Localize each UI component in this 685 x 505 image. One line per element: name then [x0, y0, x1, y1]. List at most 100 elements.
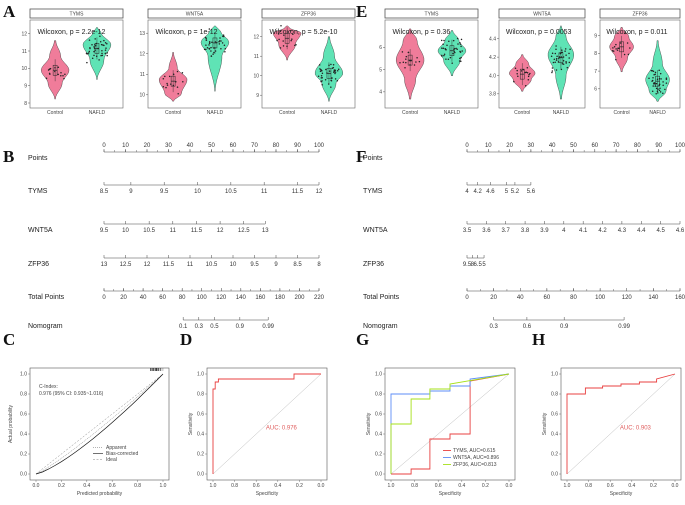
violin-strip [29, 8, 124, 19]
data-point [208, 28, 211, 30]
roc-ytick-label: 0.0 [197, 472, 204, 478]
roc-legend-label: TYMS, AUC=0.615 [453, 448, 496, 454]
data-point [289, 30, 292, 32]
data-point [405, 55, 408, 58]
panel-label-c: C [3, 330, 15, 349]
nomogram-tick-label: 10.5 [143, 228, 155, 234]
nomogram-tick-label: 0.6 [523, 324, 532, 330]
nomogram-row-label: Nomogram [28, 323, 63, 330]
data-point [558, 57, 560, 60]
calib-ytick-label: 0.4 [20, 432, 27, 438]
violin-ytick-label: 13 [139, 31, 145, 37]
roc-xtick-label: 0.4 [628, 483, 635, 489]
data-point [413, 64, 416, 66]
data-point [205, 44, 207, 46]
nomogram-tick-label: 140 [236, 295, 247, 301]
nomogram-tick-label: 70 [251, 143, 258, 149]
violin-strip [599, 8, 681, 19]
violin-nafld [200, 25, 230, 92]
nomogram-tick-label: 100 [197, 295, 208, 301]
data-point [330, 86, 332, 88]
data-point [459, 57, 461, 60]
nomogram-tick-label: 3.6 [482, 228, 491, 234]
roc-xtick-label: 0.2 [482, 483, 489, 489]
data-point [99, 41, 102, 43]
roc-ytick-label: 1.0 [375, 372, 382, 378]
nomogram-tick-label: 5 [482, 262, 486, 268]
violin-title: TYMS [70, 12, 85, 18]
violin-stat: Wilcoxon, p = 5.2e-10 [269, 29, 337, 36]
data-point [404, 66, 406, 69]
roc-ytick-label: 0.8 [197, 392, 204, 398]
data-point [104, 49, 107, 51]
nomogram-tick-label: 13 [262, 228, 269, 234]
nomogram-tick-label: 100 [314, 143, 325, 149]
data-point [651, 80, 653, 82]
violin-title: ZFP36 [632, 12, 647, 18]
data-point [452, 52, 454, 55]
violin-ytick-label: 9 [256, 93, 259, 99]
nomogram-tick-label: 9 [274, 262, 278, 268]
data-point [165, 86, 167, 89]
data-point [282, 45, 285, 47]
data-point [623, 53, 626, 56]
data-point [319, 68, 321, 70]
nomogram-tick-label: 12 [316, 189, 323, 195]
data-point [208, 44, 210, 46]
nomogram-tick-label: 80 [570, 295, 577, 301]
data-point [652, 82, 655, 85]
data-point [333, 71, 335, 74]
data-point [175, 80, 177, 83]
data-point [410, 59, 412, 62]
data-point [317, 75, 320, 77]
nomogram-tick-label: 40 [549, 143, 556, 149]
data-point [460, 60, 462, 63]
data-point [213, 47, 215, 49]
nomogram-tick-label: 120 [216, 295, 227, 301]
nomogram-tick-label: 0.1 [179, 324, 188, 330]
calib-legend-label: Apparent [106, 445, 127, 451]
nomogram-tick-label: 9.5 [463, 262, 472, 268]
nomogram-row-label: Points [363, 155, 383, 162]
nomogram-tick-label: 30 [528, 143, 535, 149]
roc-xlabel: Specificity [256, 491, 279, 497]
data-point [95, 42, 98, 45]
data-point [106, 52, 108, 54]
data-point [206, 47, 209, 49]
violin-title: ZFP36 [301, 12, 316, 18]
calib-xlabel: Predicted probability [77, 491, 123, 497]
roc-auc-label: AUC: 0.976 [266, 426, 298, 432]
data-point [318, 64, 321, 66]
roc-ytick-label: 0.0 [375, 472, 382, 478]
roc-xlabel: Specificity [610, 491, 633, 497]
data-point [321, 83, 323, 86]
data-point [276, 39, 278, 42]
nomogram-tick-label: 11 [187, 262, 194, 268]
roc-ylabel: Sensitivity [542, 412, 548, 435]
data-point [657, 88, 659, 90]
violin-title: WNT5A [533, 12, 551, 18]
calib-ideal-line [35, 373, 164, 475]
data-point [222, 34, 225, 36]
data-point [662, 81, 664, 83]
nomogram-tick-label: 5.6 [527, 189, 536, 195]
panel-label-a: A [3, 2, 16, 21]
data-point [326, 72, 328, 74]
violin-group-label: NAFLD [89, 110, 106, 116]
data-point [522, 68, 525, 71]
nomogram-tick-label: 10.5 [206, 262, 218, 268]
data-point [524, 84, 527, 87]
nomogram-tick-label: 4.2 [598, 228, 607, 234]
roc-xtick-label: 0.0 [318, 483, 325, 489]
data-point [665, 77, 668, 79]
violin-ytick-label: 10 [21, 66, 27, 72]
nomogram-tick-label: 80 [634, 143, 641, 149]
data-point [658, 84, 660, 87]
data-point [557, 61, 560, 63]
nomogram-tick-label: 4.2 [473, 189, 482, 195]
violin-group-label: NAFLD [649, 110, 666, 116]
data-point [94, 43, 96, 46]
data-point [86, 61, 88, 64]
data-point [560, 56, 562, 58]
data-point [650, 69, 653, 72]
